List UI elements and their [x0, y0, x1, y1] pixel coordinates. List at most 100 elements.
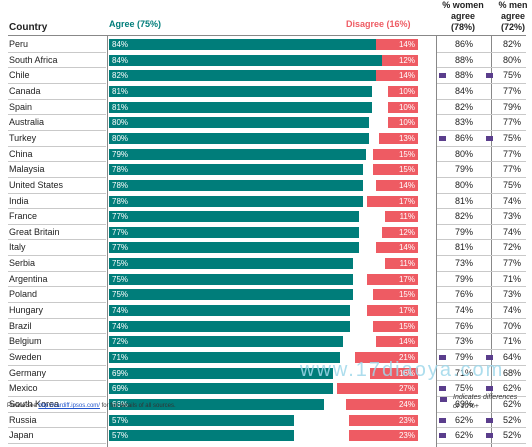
country-label: Italy — [9, 242, 26, 253]
women-difference-marker — [439, 417, 446, 423]
row-divider — [8, 145, 106, 147]
country-label: Australia — [9, 117, 45, 128]
country-label: France — [9, 211, 38, 222]
row-divider — [437, 239, 526, 241]
men-agree-value: 71% — [502, 336, 521, 347]
agree-data-label: 74% — [112, 306, 129, 316]
country-label: Russia — [9, 414, 37, 425]
agree-data-label: 75% — [112, 259, 129, 269]
row-divider — [437, 145, 526, 147]
row-divider — [8, 442, 106, 444]
agree-bar — [109, 336, 343, 348]
country-header: Country — [9, 22, 48, 33]
country-label: Sweden — [9, 352, 42, 362]
agree-bar — [109, 164, 363, 176]
row-divider — [437, 395, 526, 397]
footnote-suffix: for full details of all sources. — [99, 403, 176, 409]
agree-data-label: 57% — [112, 415, 129, 425]
row-divider — [8, 270, 106, 272]
row-divider — [437, 176, 526, 178]
country-label: India — [9, 195, 29, 206]
agree-data-label: 75% — [112, 274, 129, 284]
women-agree-value: 69% — [454, 398, 473, 409]
footnote: Please see http://cardiff.ipsos.com/ for… — [7, 403, 176, 409]
disagree-bar — [373, 320, 418, 332]
disagree-data-label: 17% — [398, 196, 415, 206]
agree-bar — [109, 132, 369, 144]
column-separator — [436, 36, 437, 447]
row-divider — [437, 192, 526, 194]
row-divider — [437, 82, 526, 84]
men-agree-value: 74% — [502, 195, 521, 206]
women-agree-value: 79% — [454, 352, 473, 362]
disagree-bar — [376, 39, 418, 50]
agree-bar — [109, 211, 360, 223]
country-label: Belgium — [9, 336, 42, 347]
agree-bar — [109, 273, 353, 285]
row-divider — [437, 208, 526, 210]
row-divider — [437, 255, 526, 257]
agree-data-label: 80% — [112, 118, 129, 128]
agree-data-label: 78% — [112, 165, 129, 175]
women-agree-value: 71% — [454, 367, 473, 378]
men-agree-value: 52% — [502, 414, 521, 425]
row-divider — [437, 333, 526, 335]
women-agree-value: 80% — [454, 179, 473, 190]
women-agree-value: 88% — [454, 70, 473, 81]
row-divider — [8, 161, 106, 163]
country-label: Poland — [9, 289, 38, 300]
disagree-data-label: 15% — [398, 165, 415, 175]
country-label: Germany — [9, 367, 47, 378]
column-separator — [491, 36, 492, 447]
women-agree-value: 80% — [454, 148, 473, 159]
women-agree-value: 62% — [454, 414, 473, 425]
country-label: Argentina — [9, 273, 48, 284]
disagree-bar — [376, 336, 418, 348]
footnote-link[interactable]: http://cardiff.ipsos.com/ — [38, 403, 100, 409]
women-agree-value: 86% — [454, 132, 473, 143]
row-divider — [8, 114, 106, 116]
disagree-bar — [376, 70, 418, 82]
agree-data-label: 69% — [112, 384, 129, 394]
women-difference-marker — [439, 355, 446, 360]
row-divider — [437, 270, 526, 272]
disagree-data-label: 17% — [398, 306, 415, 316]
disagree-data-label: 12% — [398, 227, 415, 237]
country-label: Malaysia — [9, 164, 45, 175]
men-header: % men agree (72%) — [493, 0, 532, 33]
women-difference-marker — [439, 135, 446, 141]
agree-data-label: 77% — [112, 212, 129, 222]
disagree-bar — [388, 101, 418, 113]
agree-bar — [109, 367, 334, 379]
country-label: Mexico — [9, 383, 38, 394]
agree-data-label: 74% — [112, 321, 129, 331]
agree-bar — [109, 70, 376, 82]
row-divider — [8, 349, 106, 350]
disagree-bar — [379, 132, 418, 144]
row-divider — [8, 98, 106, 100]
women-difference-marker — [439, 386, 446, 392]
row-divider — [437, 98, 526, 100]
women-difference-marker — [439, 73, 446, 79]
agree-data-label: 80% — [112, 133, 129, 143]
survey-chart: Country Agree (75%) Disagree (16%) % wom… — [7, 0, 532, 447]
women-agree-value: 75% — [454, 383, 473, 394]
agree-bar — [109, 117, 369, 129]
women-agree-value: 81% — [454, 242, 473, 253]
footnote-prefix: Please see — [7, 403, 39, 409]
disagree-data-label: 14% — [398, 243, 415, 253]
country-label: Spain — [9, 101, 33, 112]
watermark: www.17diaoya.com — [300, 359, 505, 381]
row-divider — [8, 239, 106, 241]
country-label: China — [9, 148, 33, 159]
row-divider — [8, 302, 106, 304]
disagree-data-label: 12% — [398, 55, 415, 65]
disagree-data-label: 14% — [398, 71, 415, 81]
row-divider — [8, 317, 106, 319]
men-agree-value: 77% — [502, 148, 521, 159]
disagree-data-label: 15% — [398, 321, 415, 331]
row-divider — [437, 51, 526, 53]
disagree-data-label: 11% — [399, 212, 415, 222]
men-agree-value: 82% — [502, 39, 521, 49]
country-label: Brazil — [9, 320, 32, 331]
